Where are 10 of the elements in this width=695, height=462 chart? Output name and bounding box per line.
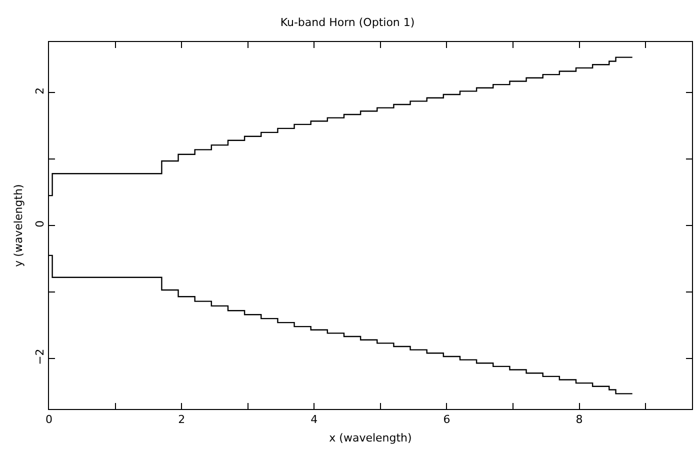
y-axis-title: y (wavelength) xyxy=(12,184,26,267)
chart-title: Ku-band Horn (Option 1) xyxy=(280,16,415,30)
y-tick-label: 0 xyxy=(34,220,47,228)
x-tick-label: 2 xyxy=(178,413,186,426)
x-tick-label: 4 xyxy=(310,413,318,426)
x-axis-title: x (wavelength) xyxy=(329,431,412,444)
x-tick-label: 6 xyxy=(443,413,450,426)
x-tick-label: 8 xyxy=(576,413,583,426)
y-tick-label: −2 xyxy=(34,348,47,365)
y-tick-label: 2 xyxy=(34,87,47,94)
